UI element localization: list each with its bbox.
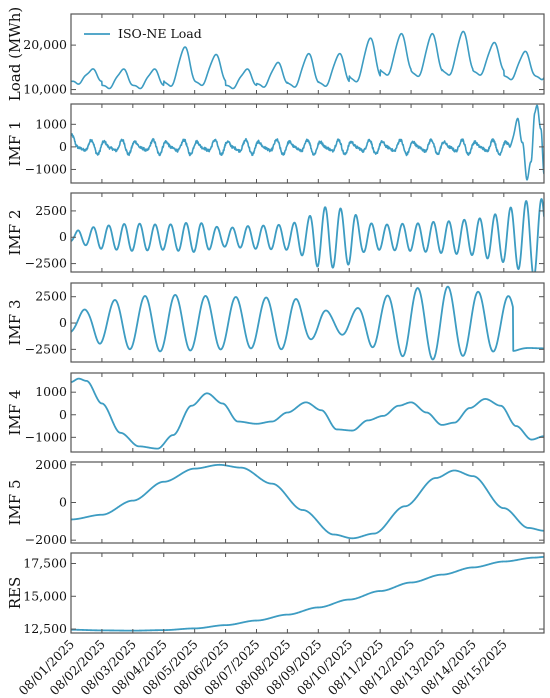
series-line-panel-4 [71,285,544,361]
y-tick-label: 0 [59,229,67,244]
y-tick-label: 2000 [35,457,67,472]
y-tick-label: 0 [59,139,67,154]
y-axis-label: RES [6,577,24,610]
series-line-panel-6 [71,463,544,540]
y-tick-label: 12,500 [23,621,67,636]
y-tick-label: −2500 [25,341,67,356]
panel-6: −2000 0 2000 IMF 5 [6,457,545,547]
series-line-panel-5 [71,377,544,450]
y-tick-label: 2500 [35,289,67,304]
y-axis-label: Load (MWh) [6,7,24,101]
series-line-panel-1 [71,30,544,90]
y-tick-label: 0 [59,495,67,510]
y-axis-label: IMF 2 [6,209,24,255]
series-line-panel-7 [71,556,544,632]
legend-label: ISO-NE Load [118,26,202,41]
series-line-panel-3 [71,198,544,272]
panel-3: −2500 0 2500 IMF 2 [6,192,545,273]
panel-2: −1000 0 1000 IMF 1 [6,103,545,184]
panel-5: −1000 0 1000 IMF 4 [6,372,545,453]
y-axis-label: IMF 4 [6,389,24,435]
panel-frame [70,192,545,273]
panel-frame [70,103,545,184]
y-axis-label: IMF 3 [6,299,24,345]
y-tick-label: 17,500 [23,555,67,570]
y-tick-label: 1000 [35,116,67,131]
y-tick-label: 2500 [35,203,67,218]
panel-frame [70,461,545,544]
y-tick-label: −2000 [25,532,67,547]
y-tick-label: 15,000 [23,588,67,603]
y-tick-label: −2500 [25,256,67,271]
y-tick-label: 0 [59,407,67,422]
series-line-panel-2 [71,104,544,181]
y-tick-label: 10,000 [23,82,67,97]
y-axis-label: IMF 5 [6,479,24,525]
y-tick-label: 1000 [35,384,67,399]
y-tick-label: −1000 [25,161,67,176]
panel-7: 12,500 15,000 17,500 RES [6,552,545,636]
y-tick-label: 20,000 [23,37,67,52]
legend: ISO-NE Load [84,26,202,41]
y-tick-label: −1000 [25,429,67,444]
panel-4: −2500 0 2500 IMF 3 [6,282,545,363]
panel-frame [70,282,545,363]
y-tick-label: 0 [59,315,67,330]
y-axis-label: IMF 1 [6,120,24,166]
panel-frame [70,372,545,453]
panel-frame [70,13,545,95]
panel-frame [70,552,545,634]
